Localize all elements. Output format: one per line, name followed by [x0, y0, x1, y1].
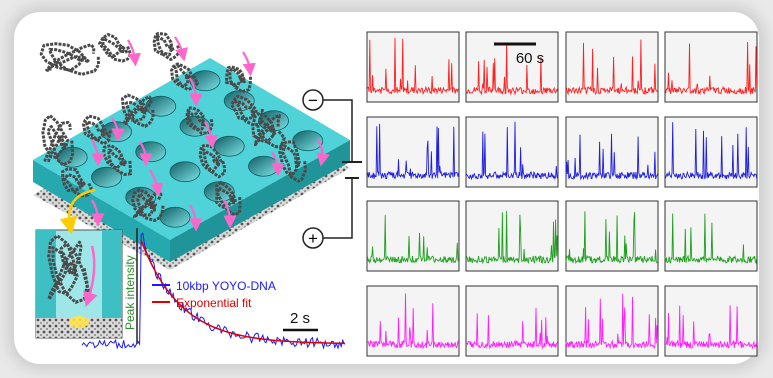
series-exponential-fit — [140, 239, 346, 345]
circuit-wire — [323, 99, 353, 239]
legend-entry-2: Exponential fit — [176, 296, 252, 310]
trace-line-r2-c4 — [664, 122, 758, 180]
trace-line-r2-c3 — [565, 133, 659, 181]
inset-hotspot — [69, 316, 89, 328]
series-10kbp-yoyo-dna — [81, 232, 345, 350]
trace-y-axis-label: Peak intensity — [123, 255, 137, 330]
translocation-arrow-icon — [189, 77, 203, 107]
trace-panel-r3-c4 — [664, 200, 758, 272]
translocation-arrow-icon — [149, 169, 164, 197]
trace-scale-bar-label: 2 s — [290, 310, 310, 327]
membrane-front-wall — [33, 160, 170, 262]
trace-line-r3-c3 — [565, 211, 659, 265]
electrode-circuit: − + — [302, 89, 362, 249]
nanowell-hole — [169, 161, 201, 183]
translocation-arrow-icon — [189, 204, 203, 232]
trace-panel-r2-c2 — [465, 116, 559, 188]
trace-line-r3-c4 — [664, 213, 758, 265]
nanowell-hole — [91, 166, 122, 188]
inset-arrow-icon — [83, 245, 98, 308]
trace-line-r4-c1 — [366, 293, 460, 350]
positive-electrode-label: + — [308, 229, 318, 248]
dna-coil — [102, 144, 133, 176]
trace-grid — [366, 31, 758, 357]
trace-line-r3-c2 — [465, 211, 559, 265]
zoom-arrow-icon — [59, 188, 96, 235]
inset-dna-coil — [47, 234, 93, 304]
dna-coil — [198, 143, 227, 179]
translocation-arrow-icon — [316, 139, 330, 167]
inset-wall-left — [36, 230, 56, 338]
dna-coil — [251, 111, 286, 149]
dna-coil — [152, 31, 181, 61]
dna-coil — [278, 140, 307, 183]
nanowell-hole — [248, 155, 279, 177]
translocation-arrow-icon — [91, 199, 105, 227]
dna-coil — [47, 234, 93, 304]
dna-coil — [98, 33, 133, 63]
trace-line-r1-c1 — [366, 37, 459, 95]
translocation-arrow-icon — [271, 151, 285, 177]
intensity-trace: Peak intensity 10kbp YOYO-DNA Exponentia… — [81, 228, 346, 350]
trace-line-r4-c3 — [565, 293, 659, 350]
translocation-arrow-icon — [204, 121, 218, 149]
dna-coil — [82, 114, 112, 146]
dna-coil — [39, 42, 100, 76]
translocation-arrow-icon — [242, 51, 256, 77]
trace-line-r1-c2 — [465, 42, 559, 96]
trace-line-r2-c1 — [367, 123, 460, 180]
translocation-arrows — [91, 36, 330, 232]
dna-coil — [41, 114, 75, 167]
membrane-top-surface — [33, 58, 350, 240]
dna-coils — [39, 31, 307, 222]
translocation-arrow-icon — [223, 199, 237, 229]
trace-line-r4-c4 — [665, 305, 758, 350]
nanowell-hole — [159, 206, 191, 228]
nanowell-hole — [135, 141, 167, 163]
dna-coil — [185, 106, 214, 135]
translocation-arrow-icon — [139, 141, 153, 167]
translocation-arrow-icon — [174, 36, 189, 62]
inset-wall-right — [102, 230, 122, 338]
translocation-arrow-icon — [127, 39, 141, 67]
grid-scale-bar-label: 60 s — [516, 50, 544, 67]
dna-coil — [121, 93, 155, 128]
zoom-inset — [35, 188, 123, 339]
dna-coil — [230, 94, 264, 127]
dna-coil — [61, 167, 93, 198]
trace-line-r1-c3 — [565, 39, 658, 96]
translocation-arrow-icon — [111, 117, 125, 142]
trace-line-r4-c2 — [465, 307, 559, 350]
dna-coil — [131, 188, 165, 222]
dna-coil — [170, 62, 199, 92]
trace-line-r1-c4 — [664, 41, 758, 96]
trace-line-r3-c1 — [366, 215, 459, 264]
nanowell-hole — [189, 70, 221, 92]
negative-electrode-label: − — [308, 91, 318, 110]
dna-coil — [214, 180, 242, 217]
translocation-arrow-icon — [91, 139, 105, 167]
legend-entry-1: 10kbp YOYO-DNA — [176, 279, 276, 293]
dna-coil — [224, 65, 252, 94]
trace-line-r2-c2 — [465, 121, 559, 181]
